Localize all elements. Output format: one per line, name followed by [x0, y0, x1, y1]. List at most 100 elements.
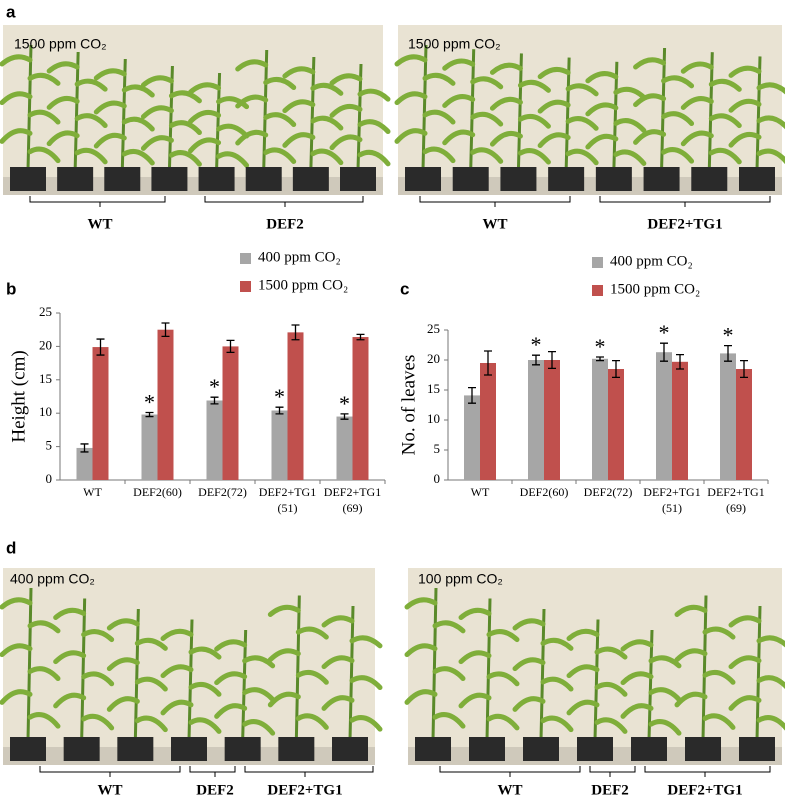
plant [755, 56, 762, 171]
pot [500, 167, 537, 191]
leaf [404, 597, 438, 610]
leaf [214, 671, 248, 686]
x-tick-label: DEF2+TG1 (69) [324, 485, 381, 515]
leaf [188, 646, 222, 660]
leaf [648, 719, 682, 736]
leaf [702, 669, 736, 685]
leaf [93, 132, 127, 149]
error-bar [226, 339, 235, 354]
error-bar [468, 386, 476, 404]
leaf [188, 137, 222, 154]
bar [544, 360, 560, 480]
pot [171, 737, 207, 761]
x-tick-label: DEF2(72) [198, 485, 247, 499]
y-tick-label: 25 [39, 304, 52, 319]
bar [352, 337, 369, 480]
panel-label: b [6, 279, 16, 298]
leaf [0, 689, 33, 705]
group-label: DEF2+TG1 [267, 782, 342, 798]
leaf [121, 149, 155, 166]
pot [151, 167, 188, 191]
leaf [27, 620, 61, 634]
pot [739, 737, 775, 761]
legend-label: 1500 ppm CO₂ [258, 277, 348, 293]
plant [647, 629, 654, 741]
error-bar [484, 350, 492, 376]
leaf [517, 79, 551, 93]
photo-caption: 1500 ppm CO₂ [408, 36, 501, 52]
error-bar [161, 322, 170, 338]
error-bar [145, 411, 154, 418]
leaf [93, 100, 127, 115]
leaf [93, 68, 127, 81]
leaf [321, 615, 355, 628]
y-tick-label: 15 [39, 371, 52, 386]
bench [398, 177, 782, 195]
leaf [27, 712, 61, 729]
plant [294, 595, 301, 741]
leaf [680, 130, 714, 147]
leaf [349, 715, 383, 732]
pot [117, 737, 154, 761]
leaf [512, 657, 546, 672]
leaf [540, 637, 574, 651]
legend-swatch [592, 257, 603, 268]
leaf [633, 129, 667, 145]
leaf [53, 607, 87, 620]
error-bar [80, 443, 89, 453]
leaf [188, 82, 222, 95]
x-tick-label: DEF2(60) [133, 485, 182, 499]
leaf [27, 109, 61, 125]
leaf [594, 646, 628, 660]
leaf [708, 78, 742, 92]
pot [469, 737, 505, 761]
pot [104, 167, 141, 191]
leaf [565, 83, 599, 97]
plant [421, 44, 428, 171]
leaf [620, 703, 654, 719]
leaf [566, 699, 600, 716]
y-tick-label: 15 [427, 381, 440, 396]
leaf [458, 607, 492, 620]
panel-label: d [6, 538, 16, 557]
leaf [121, 84, 155, 98]
leaf [46, 130, 80, 147]
group-label: WT [497, 782, 522, 798]
leaf [329, 134, 363, 151]
leaf [263, 76, 297, 90]
group-label: WT [87, 216, 112, 232]
leaf [442, 58, 476, 71]
leaf [27, 72, 61, 86]
leaf [310, 115, 344, 131]
plant [309, 56, 316, 171]
significance-mark: * [209, 374, 220, 399]
leaf [263, 112, 297, 127]
plant [539, 608, 546, 741]
leaf [53, 650, 87, 665]
legend-swatch [240, 253, 251, 264]
leaf [27, 146, 61, 164]
y-tick-label: 10 [427, 411, 440, 426]
leaf [432, 666, 466, 681]
leaf [357, 88, 391, 102]
leaf [422, 109, 456, 125]
leaf [160, 699, 194, 716]
leaf [394, 54, 428, 67]
leaf [235, 129, 269, 146]
bar [608, 369, 624, 480]
leaf [540, 715, 574, 733]
leaf [674, 604, 708, 617]
significance-mark: * [723, 323, 734, 348]
leaf [295, 626, 329, 640]
leaf [214, 639, 248, 652]
error-bar [340, 413, 349, 420]
legend-label: 400 ppm CO₂ [610, 253, 693, 269]
photo-background [3, 25, 383, 195]
y-tick-label: 0 [434, 471, 441, 486]
group-label: DEF2+TG1 [667, 782, 742, 798]
group-label: DEF2 [196, 782, 234, 798]
plant [26, 44, 33, 171]
leaf [540, 676, 574, 692]
bar [672, 361, 688, 480]
